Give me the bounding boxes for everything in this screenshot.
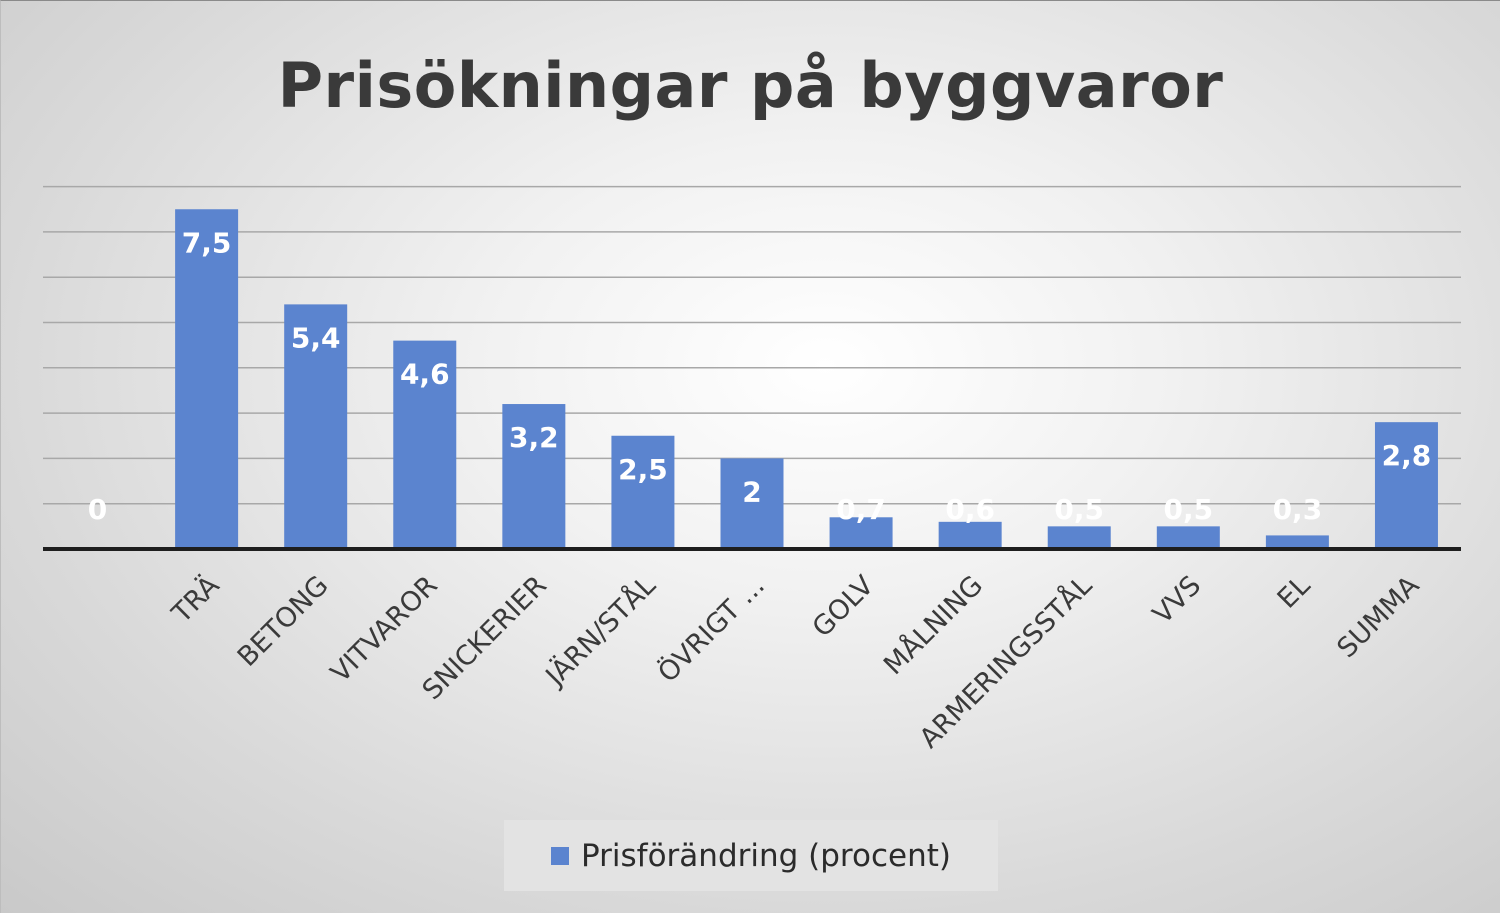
bar — [175, 209, 239, 549]
bar — [1156, 526, 1220, 549]
data-label: 7,5 — [182, 226, 232, 259]
category-label: VVS — [1147, 570, 1207, 630]
legend: Prisförändring (procent) — [504, 820, 998, 891]
data-label: 0 — [88, 493, 107, 526]
data-label: 3,2 — [509, 421, 559, 454]
category-label: GOLV — [807, 570, 881, 644]
bar — [1047, 526, 1111, 549]
category-label: BETONG — [232, 570, 335, 673]
bar — [502, 404, 566, 549]
bar — [938, 521, 1002, 549]
category-label: SUMMA — [1331, 570, 1425, 664]
data-label: 5,4 — [291, 321, 341, 354]
category-label: VITVAROR — [325, 570, 444, 689]
data-label: 0,7 — [836, 493, 886, 526]
bar — [1265, 535, 1329, 549]
data-label: 2 — [742, 475, 761, 508]
data-label: 0,5 — [1164, 493, 1214, 526]
category-label: EL — [1272, 570, 1317, 615]
data-label: 2,8 — [1382, 439, 1432, 472]
bar — [284, 304, 348, 549]
category-label: MÅLNING — [877, 569, 989, 681]
chart-title: Prisökningar på byggvaror — [277, 49, 1224, 122]
bar — [611, 435, 675, 549]
category-label: ÖVRIGT ... — [652, 569, 771, 688]
data-label: 0,3 — [1273, 493, 1323, 526]
bar — [720, 458, 784, 549]
legend-swatch — [551, 846, 570, 865]
legend-label: Prisförändring (procent) — [581, 837, 951, 874]
category-label: JÄRN/STÅL — [538, 569, 662, 693]
bar — [829, 517, 893, 549]
data-label: 4,6 — [400, 358, 450, 391]
data-label: 2,5 — [618, 453, 668, 486]
data-label: 0,5 — [1054, 493, 1104, 526]
bar — [1374, 422, 1438, 549]
data-label: 0,6 — [945, 493, 995, 526]
category-label: TRÄ — [165, 569, 226, 630]
bar — [393, 340, 457, 549]
